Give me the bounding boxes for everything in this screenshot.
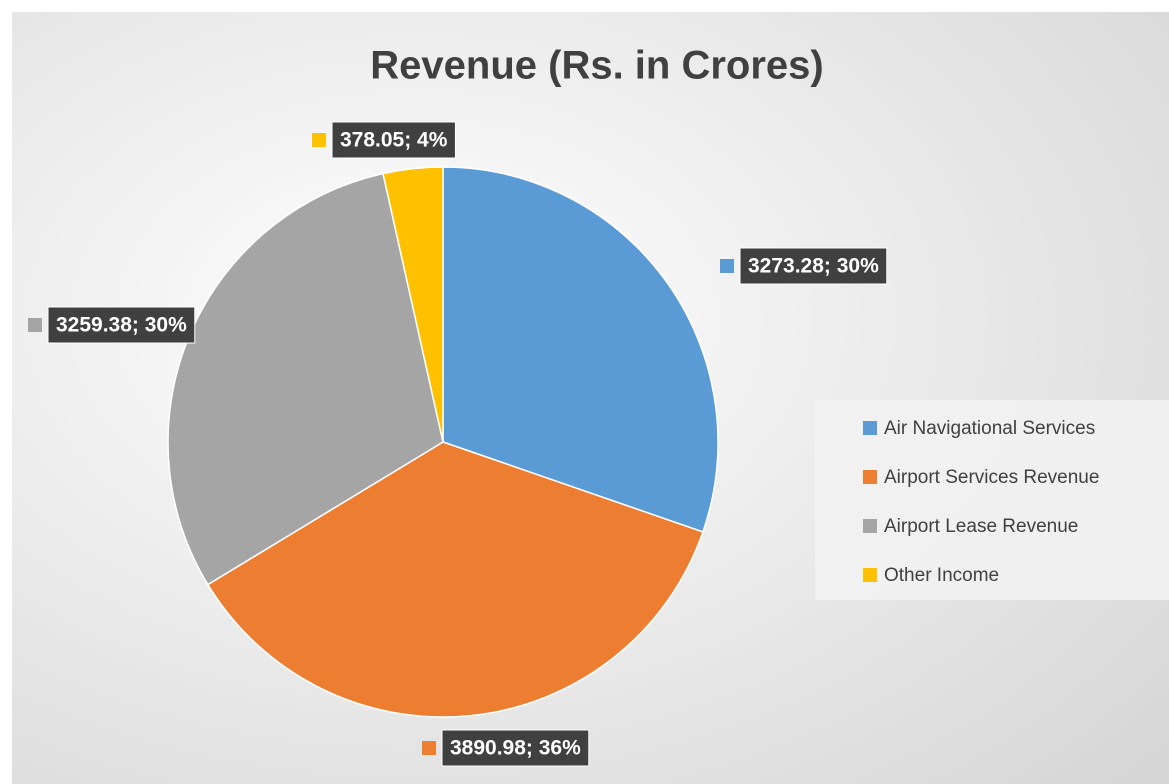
label-key	[28, 318, 42, 332]
label-key	[422, 741, 436, 755]
pie-slice	[382, 166, 444, 443]
legend-key	[863, 519, 877, 533]
label-box	[441, 729, 590, 767]
pie-slice	[442, 166, 719, 533]
data-label: 3890.98; 36%	[450, 737, 581, 760]
legend-key	[863, 421, 877, 435]
data-label: 378.05; 4%	[340, 129, 448, 152]
label-box	[47, 306, 196, 344]
legend-label: Air Navigational Services	[884, 418, 1095, 439]
data-label: 3273.28; 30%	[748, 255, 879, 278]
label-box	[331, 121, 456, 159]
legend-label: Airport Services Revenue	[884, 467, 1099, 488]
legend-key	[863, 470, 877, 484]
label-box	[739, 247, 888, 285]
data-label: 3259.38; 30%	[56, 314, 187, 337]
legend-label: Other Income	[884, 565, 999, 586]
legend-key	[863, 568, 877, 582]
label-key	[720, 259, 734, 273]
legend-label: Airport Lease Revenue	[884, 516, 1078, 537]
pie-slice	[206, 441, 704, 718]
chart-title: Revenue (Rs. in Crores)	[370, 44, 823, 88]
label-key	[312, 133, 326, 147]
